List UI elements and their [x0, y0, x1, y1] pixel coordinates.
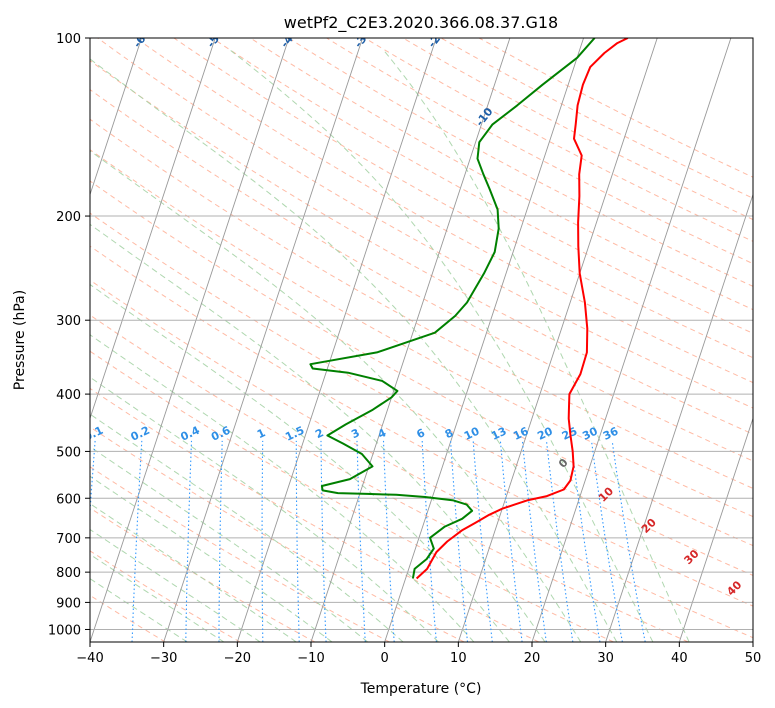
mixing-ratio-line: [295, 440, 300, 642]
x-tick-label: −30: [150, 651, 177, 666]
moist-adiabat-line: [90, 413, 404, 642]
dry-adiabat-line: [90, 314, 689, 642]
moist-adiabat-line: [230, 50, 654, 642]
moist-adiabat-line: [90, 150, 582, 642]
profile-lines: [309, 38, 629, 580]
isotherm-line: [605, 193, 753, 642]
dry-adiabat-line: [90, 180, 753, 547]
mixing-ratio-line: [382, 440, 395, 642]
mixing-ratio-label: 30: [580, 424, 600, 442]
moist-adiabat-line: [90, 223, 546, 642]
moist-adiabat-line: [90, 553, 225, 642]
isotherm-line: [678, 416, 753, 642]
dry-adiabat-line: [90, 245, 753, 607]
mixing-ratio-line: [320, 440, 327, 642]
mixing-ratio-line: [472, 440, 493, 642]
isotherm-line: [90, 38, 216, 420]
mixing-ratio-line: [570, 440, 601, 642]
x-tick-label: 20: [524, 651, 541, 666]
mixing-ratio-label: 16: [511, 424, 531, 442]
moist-adiabat-line: [90, 58, 618, 642]
axes: −40 −30 −20 −10 0 10 20 30 40 50 100 200 300 400 500 60…: [48, 32, 761, 666]
y-tick-label: 900: [56, 596, 81, 611]
x-tick-label: −40: [76, 651, 103, 666]
mixing-ratio-line: [421, 440, 437, 642]
mixing-ratio-line: [185, 440, 193, 642]
dry-adiabat-line: [97, 38, 753, 409]
y-tick-label: 100: [56, 32, 81, 47]
mixing-ratio-line: [218, 440, 223, 642]
isotherm-line: [531, 38, 732, 642]
mixing-ratio-label: 10: [462, 424, 482, 442]
mixing-ratio-line: [450, 440, 469, 642]
dewpoint-profile-line: [309, 38, 596, 579]
x-tick-label: 50: [745, 651, 762, 666]
dry-adiabat-line: [135, 38, 753, 384]
dry-adiabat-line: [90, 212, 753, 576]
dry-adiabat-line: [90, 350, 614, 642]
moist-adiabat-line: [90, 376, 439, 642]
background-lines: [90, 38, 753, 642]
dry-adiabat-line: [250, 38, 753, 311]
mixing-ratio-label: 13: [489, 425, 508, 443]
y-tick-label: 500: [56, 445, 81, 460]
x-tick-label: −10: [297, 651, 324, 666]
x-tick-label: 30: [597, 651, 614, 666]
temperature-profile-line: [415, 38, 629, 580]
mixing-ratio-line: [261, 440, 264, 642]
x-tick-label: 0: [381, 651, 389, 666]
isotherm-line: [236, 38, 437, 642]
isotherm-line: [384, 38, 584, 642]
y-tick-label: 600: [56, 492, 81, 507]
y-tick-label: 300: [56, 314, 81, 329]
isotherm-line: [457, 38, 658, 642]
dry-adiabat-line: [211, 38, 753, 334]
dry-adiabat-line: [90, 507, 315, 642]
x-tick-label: 40: [671, 651, 688, 666]
x-tick-label: −20: [224, 651, 251, 666]
dry-adiabat-line: [364, 38, 753, 242]
mixing-ratio-line: [499, 440, 523, 642]
dry-adiabat-line: [478, 38, 753, 178]
moist-adiabat-line: [383, 50, 690, 642]
moist-adiabat-line: [90, 475, 333, 642]
isotherm-line: [90, 38, 142, 197]
mixing-ratio-line: [545, 440, 574, 642]
mixing-ratio-line: [131, 440, 143, 642]
plot-frame: [89, 37, 754, 643]
y-tick-label: 400: [56, 388, 81, 403]
dry-adiabat-line: [90, 387, 540, 642]
mixing-ratio-line: [521, 440, 547, 642]
mixing-ratio-label: 20: [535, 424, 555, 442]
y-tick-label: 800: [56, 566, 81, 581]
mixing-ratio-label: 36: [601, 424, 621, 442]
mixing-ratio-line: [356, 440, 366, 642]
isotherm-line: [90, 38, 290, 642]
isotherm-line: [163, 38, 363, 642]
y-axis-label: Pressure (hPa): [12, 290, 28, 390]
y-tick-label: 200: [56, 210, 81, 225]
y-tick-label: 700: [56, 532, 81, 547]
chart-title: wetPf2_C2E3.2020.366.08.37.G18: [284, 13, 558, 33]
x-tick-label: 10: [450, 651, 467, 666]
moist-adiabat-line: [90, 283, 510, 642]
y-tick-label: 1000: [48, 623, 81, 638]
x-axis-label: Temperature (°C): [360, 681, 482, 697]
dry-adiabat-line: [90, 149, 753, 518]
